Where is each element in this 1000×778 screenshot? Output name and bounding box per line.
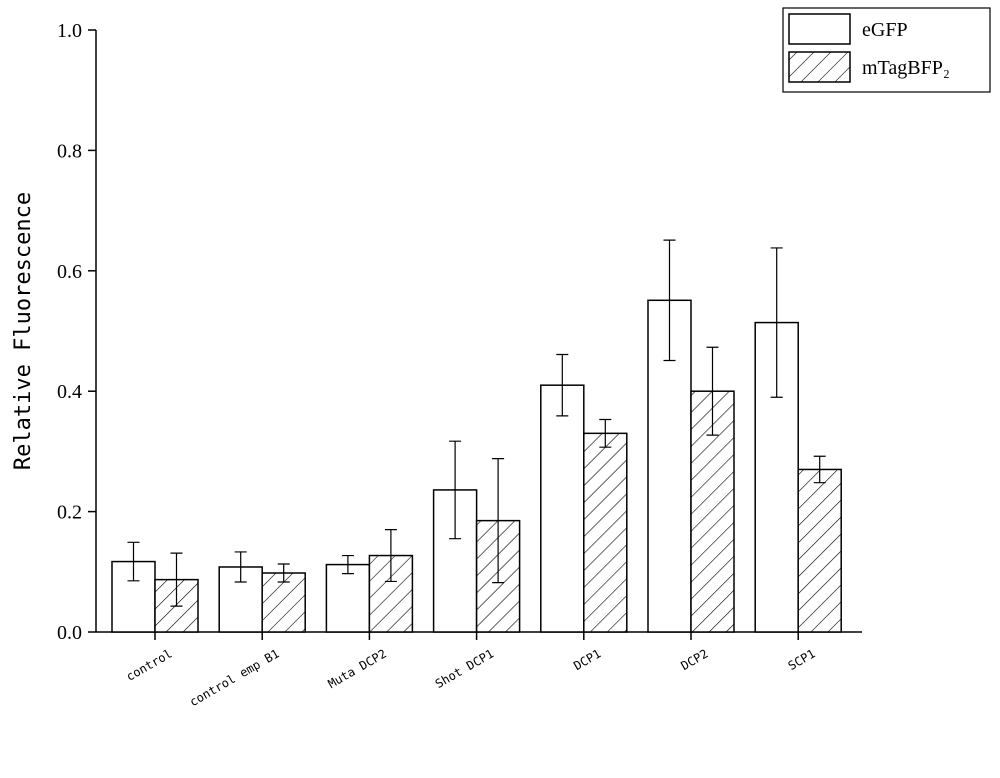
legend-label: eGFP	[862, 19, 908, 41]
y-tick-label: 0.0	[57, 622, 82, 644]
error-bar	[770, 247, 783, 398]
y-axis-label: Relative Fluorescence	[11, 192, 36, 470]
error-bar	[384, 529, 397, 583]
error-bar	[663, 239, 676, 362]
y-tick-label: 1.0	[57, 20, 82, 42]
legend-swatch	[788, 51, 851, 83]
error-bar	[127, 541, 140, 582]
error-bar	[706, 346, 719, 436]
x-tick-label: Muta DCP2	[326, 646, 389, 691]
error-bar	[556, 353, 569, 417]
error-bar	[170, 552, 183, 607]
bar	[797, 468, 842, 633]
y-tick-label: 0.2	[57, 502, 82, 524]
error-bar	[234, 551, 247, 583]
error-bar	[492, 458, 505, 584]
legend-box	[782, 7, 991, 93]
x-tick-label: DCP2	[678, 646, 710, 673]
error-bar	[813, 455, 826, 484]
error-bar	[599, 418, 612, 448]
y-tick-label: 0.6	[57, 261, 82, 283]
bar	[583, 432, 628, 633]
x-tick-label: DCP1	[571, 646, 603, 673]
y-tick-label: 0.4	[57, 381, 82, 403]
bar	[540, 384, 585, 633]
error-bar	[449, 440, 462, 540]
error-bar	[341, 554, 354, 575]
error-bar	[277, 563, 290, 583]
x-tick-label: Shot DCP1	[433, 646, 496, 691]
legend-swatch	[788, 13, 851, 45]
bar	[261, 572, 306, 633]
y-tick-label: 0.8	[57, 140, 82, 162]
bar	[218, 566, 263, 633]
legend-label: mTagBFP₂	[862, 57, 950, 79]
x-tick-label: control emp B1	[187, 646, 282, 709]
bar	[325, 563, 371, 633]
x-tick-label: control	[124, 646, 175, 683]
x-tick-label: SCP1	[786, 646, 818, 673]
